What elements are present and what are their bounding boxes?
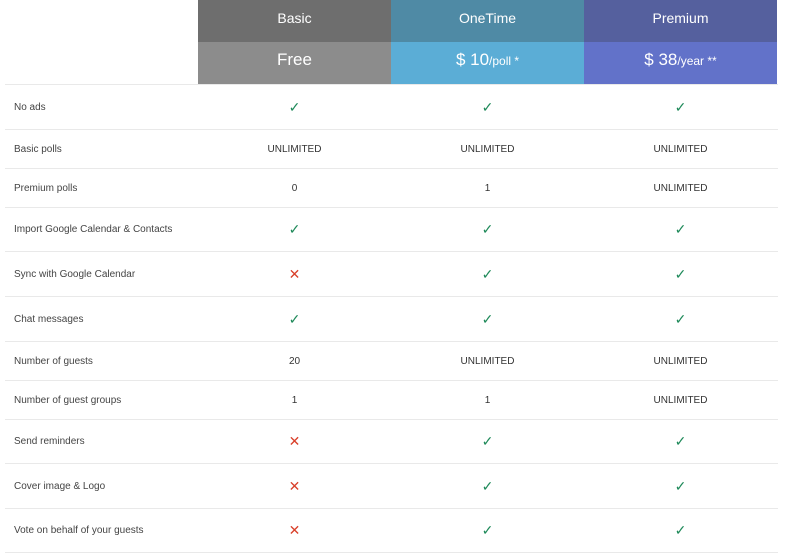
feature-value: UNLIMITED [267,143,322,155]
feature-row: No ads ✓ ✓ ✓ [5,85,778,130]
feature-value: ✕ [198,522,391,539]
feature-value: ✓ [584,266,777,283]
check-icon: ✓ [481,433,494,449]
feature-value: ✓ [584,311,777,328]
feature-value: ✓ [391,433,584,450]
check-icon: ✓ [674,265,687,282]
feature-label: No ads [14,101,46,113]
feature-value: UNLIMITED [653,394,708,406]
feature-value: ✓ [391,221,584,238]
plan-name-basic: Basic [198,0,391,42]
feature-value: UNLIMITED [460,355,515,367]
price-value: Free [277,50,312,69]
feature-row: Number of guests 20 UNLIMITED UNLIMITED [5,342,778,381]
feature-value: ✓ [584,433,777,450]
feature-label: Import Google Calendar & Contacts [14,224,173,235]
feature-value: 1 [484,182,491,194]
feature-label: Number of guest groups [14,394,122,406]
cross-icon: ✕ [288,522,301,538]
feature-value: ✓ [391,99,584,116]
price-onetime: $ 10/poll * [391,42,584,84]
check-icon: ✓ [288,221,301,237]
feature-value: ✕ [198,478,391,495]
price-note: * [511,54,520,68]
check-icon: ✓ [481,477,494,494]
feature-row: Premium polls 0 1 UNLIMITED [5,169,778,208]
check-icon: ✓ [481,310,494,327]
feature-label: Send reminders [14,436,85,447]
feature-row: Basic polls UNLIMITED UNLIMITED UNLIMITED [5,130,778,169]
check-icon: ✓ [674,522,687,538]
feature-value: ✓ [391,522,584,539]
feature-label: Vote on behalf of your guests [14,525,144,536]
feature-row: Number of guest groups 1 1 UNLIMITED [5,381,778,420]
feature-row: Sync with Google Calendar ✕ ✓ ✓ [5,252,778,297]
feature-value: 0 [291,182,298,194]
feature-value: ✓ [391,266,584,283]
check-icon: ✓ [674,310,687,327]
cross-icon: ✕ [288,265,301,282]
feature-value: UNLIMITED [653,143,708,155]
feature-value: ✓ [391,311,584,328]
price-unit: /poll [489,54,512,68]
price-value: $ 10 [455,50,490,69]
feature-value: UNLIMITED [653,182,708,194]
check-icon: ✓ [674,98,687,115]
feature-value: ✓ [198,311,391,328]
plan-name-premium: Premium [584,0,777,42]
feature-value: ✓ [584,99,777,116]
plan-name-onetime: OneTime [391,0,584,42]
feature-row: Chat messages ✓ ✓ ✓ [5,297,778,342]
check-icon: ✓ [288,310,301,327]
feature-label: Premium polls [14,182,78,194]
feature-value: UNLIMITED [653,355,708,367]
cross-icon: ✕ [288,477,301,494]
feature-value: UNLIMITED [460,143,515,155]
price-basic: Free [198,42,391,84]
feature-value: ✓ [584,478,777,495]
cross-icon: ✕ [288,433,301,449]
price-premium: $ 38/year ** [584,42,777,84]
feature-row: Import Google Calendar & Contacts ✓ ✓ ✓ [5,208,778,252]
check-icon: ✓ [481,98,494,115]
price-note: ** [704,54,717,68]
feature-label: Basic polls [14,143,62,155]
check-icon: ✓ [481,221,494,237]
feature-value: 1 [291,394,298,406]
feature-label: Number of guests [14,355,93,367]
feature-label: Cover image & Logo [14,480,106,492]
check-icon: ✓ [674,221,687,237]
plan-header-row: Basic OneTime Premium [198,0,778,42]
feature-label: Chat messages [14,313,84,325]
feature-value: ✓ [391,478,584,495]
feature-value: ✓ [198,99,391,116]
check-icon: ✓ [674,477,687,494]
pricing-table: Basic OneTime Premium Free $ 10/poll * $… [5,0,778,553]
feature-row: Send reminders ✕ ✓ ✓ [5,420,778,464]
price-unit: /year [677,54,705,68]
feature-value: ✕ [198,266,391,283]
feature-value: ✕ [198,433,391,450]
feature-row: Vote on behalf of your guests ✕ ✓ ✓ [5,509,778,553]
price-value: $ 38 [644,50,678,69]
price-row: Free $ 10/poll * $ 38/year ** [5,42,778,85]
check-icon: ✓ [481,265,494,282]
check-icon: ✓ [674,433,687,449]
feature-value: ✓ [198,221,391,238]
feature-value: 20 [288,355,301,367]
feature-value: ✓ [584,221,777,238]
feature-value: 1 [484,394,491,406]
feature-label: Sync with Google Calendar [14,268,136,280]
feature-row: Cover image & Logo ✕ ✓ ✓ [5,464,778,509]
feature-value: ✓ [584,522,777,539]
check-icon: ✓ [288,98,301,115]
check-icon: ✓ [481,522,494,538]
